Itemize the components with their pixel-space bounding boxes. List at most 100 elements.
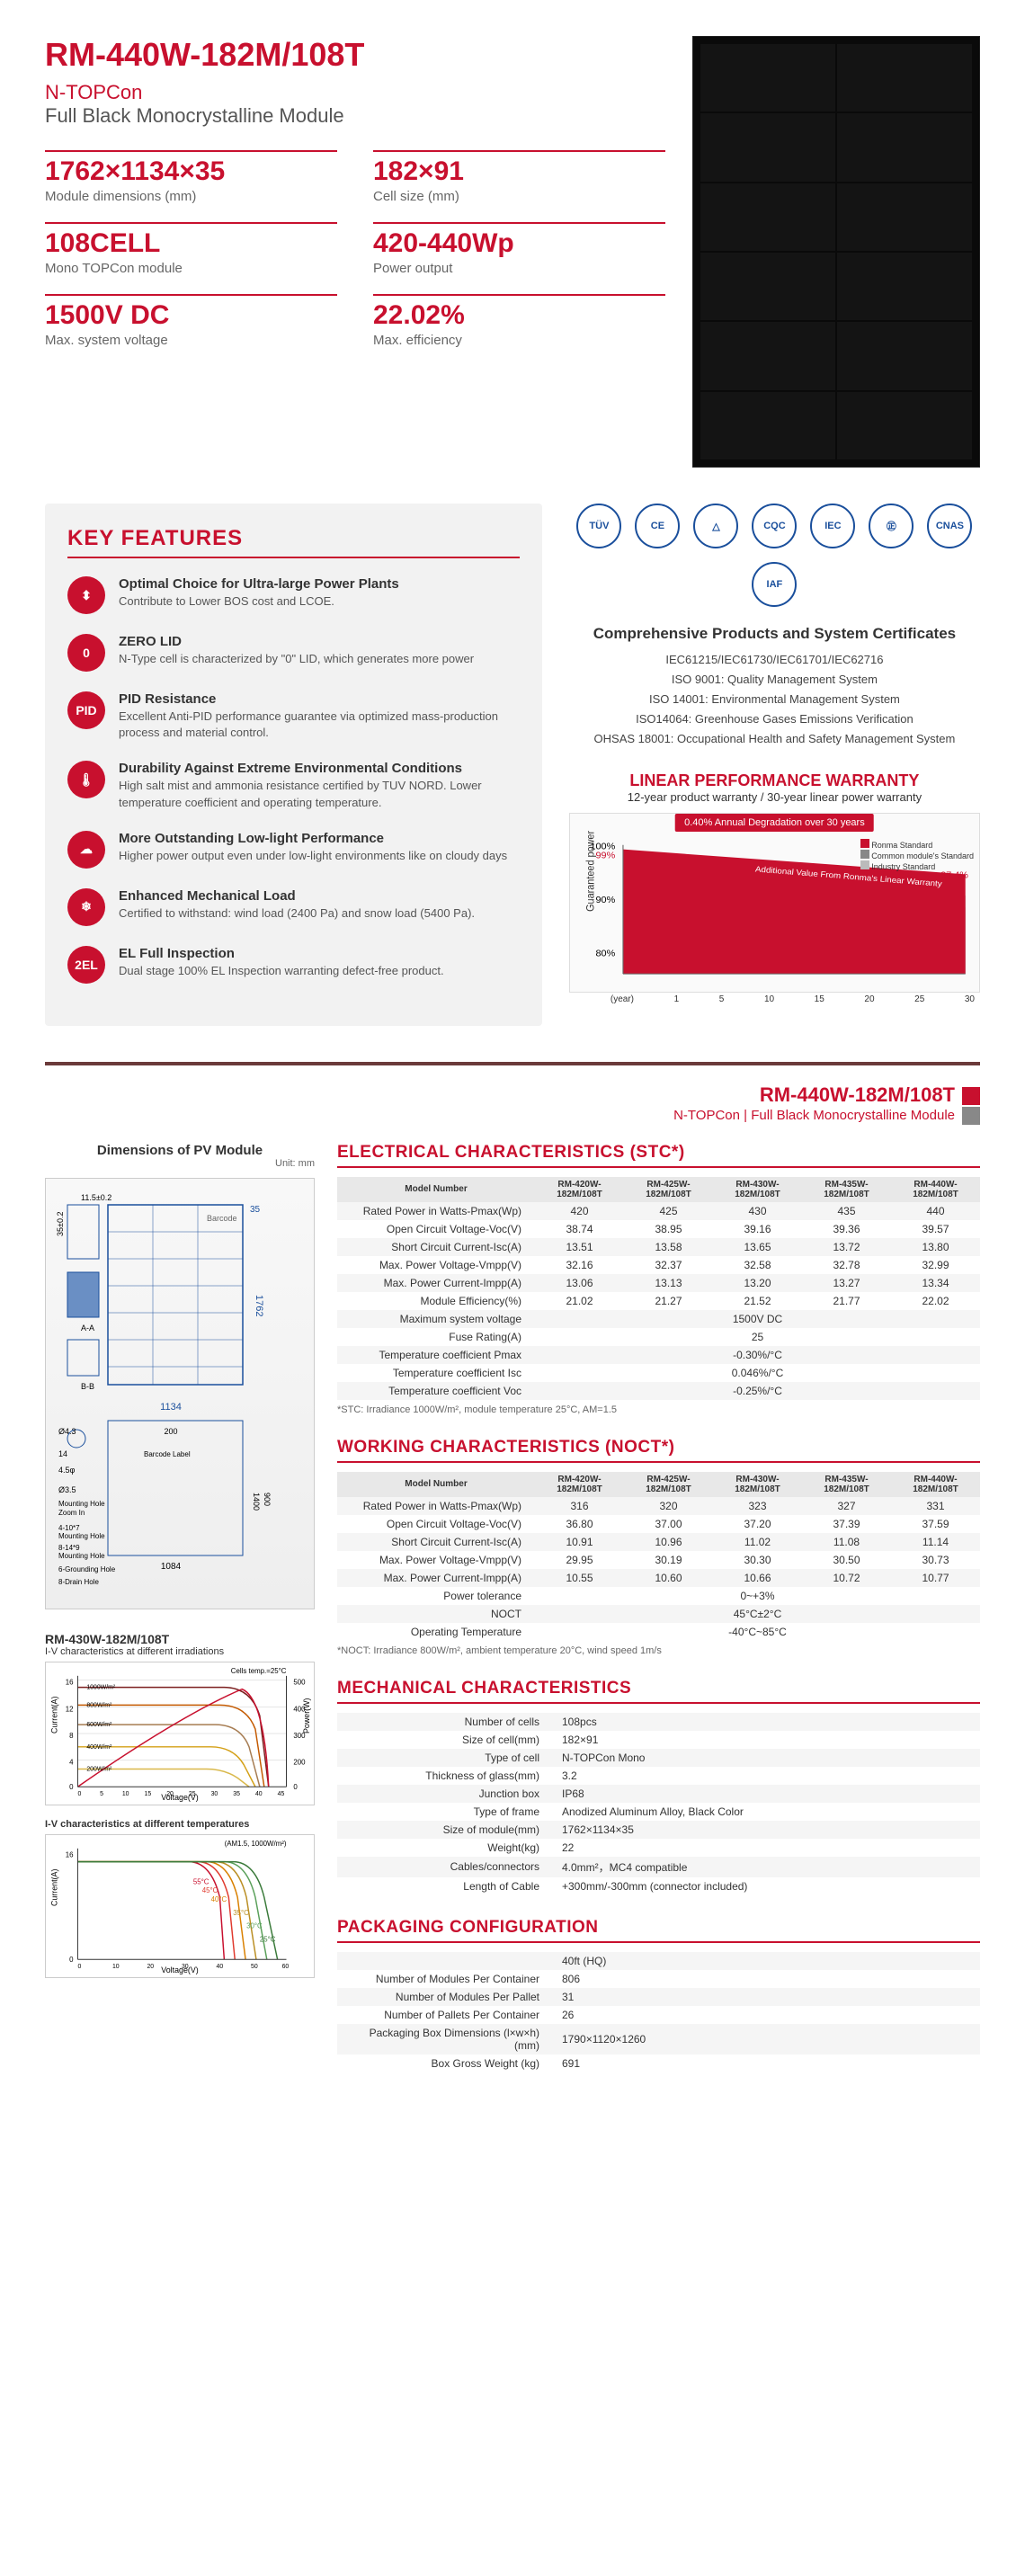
subtitle-tech: N-TOPCon xyxy=(45,81,665,104)
svg-text:Cells temp.=25°C: Cells temp.=25°C xyxy=(231,1667,287,1675)
feature-desc: Dual stage 100% EL Inspection warranting… xyxy=(119,963,444,979)
svg-text:80%: 80% xyxy=(595,949,615,958)
svg-text:Voltage(V): Voltage(V) xyxy=(161,1965,198,1974)
feature-icon: 0 xyxy=(67,634,105,672)
cert-lines: IEC61215/IEC61730/IEC61701/IEC62716ISO 9… xyxy=(569,650,980,749)
svg-text:4: 4 xyxy=(69,1758,74,1766)
cert-logo: CNAS xyxy=(927,504,972,548)
cert-logo: △ xyxy=(693,504,738,548)
svg-text:20: 20 xyxy=(147,1964,154,1970)
svg-text:16: 16 xyxy=(66,1850,74,1858)
svg-text:10: 10 xyxy=(122,1791,129,1797)
svg-text:200: 200 xyxy=(164,1427,177,1436)
spec-label: Max. system voltage xyxy=(45,333,337,348)
feature-title: EL Full Inspection xyxy=(119,946,444,961)
iv-temp-sub: I-V characteristics at different tempera… xyxy=(45,1819,315,1830)
svg-text:Ø3.5: Ø3.5 xyxy=(58,1485,76,1494)
svg-text:1084: 1084 xyxy=(161,1562,182,1572)
legend-common: Common module's Standard xyxy=(871,851,974,860)
warranty-xlabel: (year) xyxy=(611,994,634,1004)
warranty-title: LINEAR PERFORMANCE WARRANTY xyxy=(569,771,980,790)
warranty-chart: 0.40% Annual Degradation over 30 years G… xyxy=(569,813,980,993)
noct-table: Model NumberRM-420W-182M/108TRM-425W-182… xyxy=(337,1472,980,1641)
svg-text:8-Drain Hole: 8-Drain Hole xyxy=(58,1578,99,1586)
svg-text:50: 50 xyxy=(251,1964,258,1970)
svg-text:800W/m²: 800W/m² xyxy=(86,1702,112,1708)
p2-title: RM-440W-182M/108T xyxy=(45,1083,980,1107)
iv-irr-title: RM-430W-182M/108T xyxy=(45,1632,315,1646)
noct-note: *NOCT: Irradiance 800W/m², ambient tempe… xyxy=(337,1645,980,1656)
cert-logos: TÜVCE△CQCIEC㊣CNASIAF xyxy=(569,504,980,607)
svg-text:4.5φ: 4.5φ xyxy=(58,1466,76,1475)
svg-text:45°C: 45°C xyxy=(202,1886,218,1894)
svg-text:90%: 90% xyxy=(595,896,615,905)
feature-icon: 🌡 xyxy=(67,761,105,798)
feature-title: Durability Against Extreme Environmental… xyxy=(119,761,520,776)
svg-text:Current(A): Current(A) xyxy=(50,1868,59,1905)
pack-heading: PACKAGING CONFIGURATION xyxy=(337,1918,980,1943)
features-list: ⬍Optimal Choice for Ultra-large Power Pl… xyxy=(67,576,520,984)
svg-text:87.4%: 87.4% xyxy=(940,871,968,880)
feature-icon: ☁ xyxy=(67,831,105,869)
svg-text:40: 40 xyxy=(255,1791,263,1797)
warranty-sub: 12-year product warranty / 30-year linea… xyxy=(569,790,980,804)
feature-icon: 2EL xyxy=(67,946,105,984)
svg-text:Mounting Hole: Mounting Hole xyxy=(58,1532,105,1540)
feature-desc: Certified to withstand: wind load (2400 … xyxy=(119,905,475,922)
cert-logo: IEC xyxy=(810,504,855,548)
svg-text:Zoom In: Zoom In xyxy=(58,1509,85,1517)
svg-text:A-A: A-A xyxy=(81,1324,94,1333)
svg-text:60: 60 xyxy=(282,1964,290,1970)
svg-text:35°C: 35°C xyxy=(233,1909,249,1917)
spec-value: 182×91 xyxy=(373,150,665,187)
svg-text:55°C: 55°C xyxy=(193,1877,209,1885)
feature-desc: N-Type cell is characterized by "0" LID,… xyxy=(119,651,474,667)
cert-logo: TÜV xyxy=(576,504,621,548)
p2-sub: N-TOPCon | Full Black Monocrystalline Mo… xyxy=(45,1107,980,1125)
svg-text:B-B: B-B xyxy=(81,1382,94,1391)
svg-text:8: 8 xyxy=(69,1732,74,1740)
feature-title: ZERO LID xyxy=(119,634,474,649)
features-heading: KEY FEATURES xyxy=(67,526,520,558)
stc-table: Model NumberRM-420W-182M/108TRM-425W-182… xyxy=(337,1177,980,1400)
svg-text:400W/m²: 400W/m² xyxy=(86,1744,112,1751)
iv-irr-chart: Cells temp.=25°C 1612840 5004003002000 V… xyxy=(45,1662,315,1805)
svg-text:(AM1.5, 1000W/m²): (AM1.5, 1000W/m²) xyxy=(225,1840,287,1848)
svg-text:6-Grounding Hole: 6-Grounding Hole xyxy=(58,1565,116,1573)
stc-note: *STC: Irradiance 1000W/m², module temper… xyxy=(337,1404,980,1415)
svg-text:30: 30 xyxy=(182,1964,189,1970)
svg-text:0: 0 xyxy=(69,1783,74,1791)
svg-text:30: 30 xyxy=(211,1791,218,1797)
iv-temp-chart: (AM1.5, 1000W/m²) 16 0 Voltage(V) Current… xyxy=(45,1834,315,1978)
spec-label: Cell size (mm) xyxy=(373,189,665,204)
svg-text:1762: 1762 xyxy=(254,1295,264,1316)
svg-text:1134: 1134 xyxy=(160,1402,182,1413)
svg-text:Barcode Label: Barcode Label xyxy=(144,1450,191,1458)
cert-title: Comprehensive Products and System Certif… xyxy=(569,625,980,643)
svg-text:Ø4.3: Ø4.3 xyxy=(58,1427,76,1436)
svg-text:Barcode: Barcode xyxy=(207,1214,237,1223)
spec-label: Module dimensions (mm) xyxy=(45,189,337,204)
feature-title: PID Resistance xyxy=(119,691,520,707)
dimension-diagram: 1762 1134 35 Barcode 35±0.2 11.5±0.2 A-A… xyxy=(45,1178,315,1609)
svg-text:10: 10 xyxy=(112,1964,120,1970)
svg-text:35: 35 xyxy=(233,1791,240,1797)
svg-text:15: 15 xyxy=(145,1791,152,1797)
svg-text:20: 20 xyxy=(166,1791,174,1797)
svg-text:4-10*7: 4-10*7 xyxy=(58,1524,80,1532)
svg-text:25: 25 xyxy=(189,1791,196,1797)
svg-text:100%: 100% xyxy=(590,843,615,852)
spec-value: 108CELL xyxy=(45,222,337,259)
svg-text:0: 0 xyxy=(77,1964,81,1970)
spec-label: Mono TOPCon module xyxy=(45,261,337,276)
cert-logo: ㊣ xyxy=(869,504,914,548)
svg-text:45: 45 xyxy=(278,1791,285,1797)
feature-desc: Contribute to Lower BOS cost and LCOE. xyxy=(119,593,399,610)
mech-table: Number of cells108pcsSize of cell(mm)182… xyxy=(337,1713,980,1895)
svg-text:35: 35 xyxy=(250,1205,261,1215)
cert-logo: IAF xyxy=(752,562,797,607)
svg-text:11.5±0.2: 11.5±0.2 xyxy=(81,1193,111,1202)
svg-text:14: 14 xyxy=(58,1449,67,1458)
iv-irr-sub: I-V characteristics at different irradia… xyxy=(45,1646,315,1657)
feature-title: More Outstanding Low-light Performance xyxy=(119,831,507,846)
